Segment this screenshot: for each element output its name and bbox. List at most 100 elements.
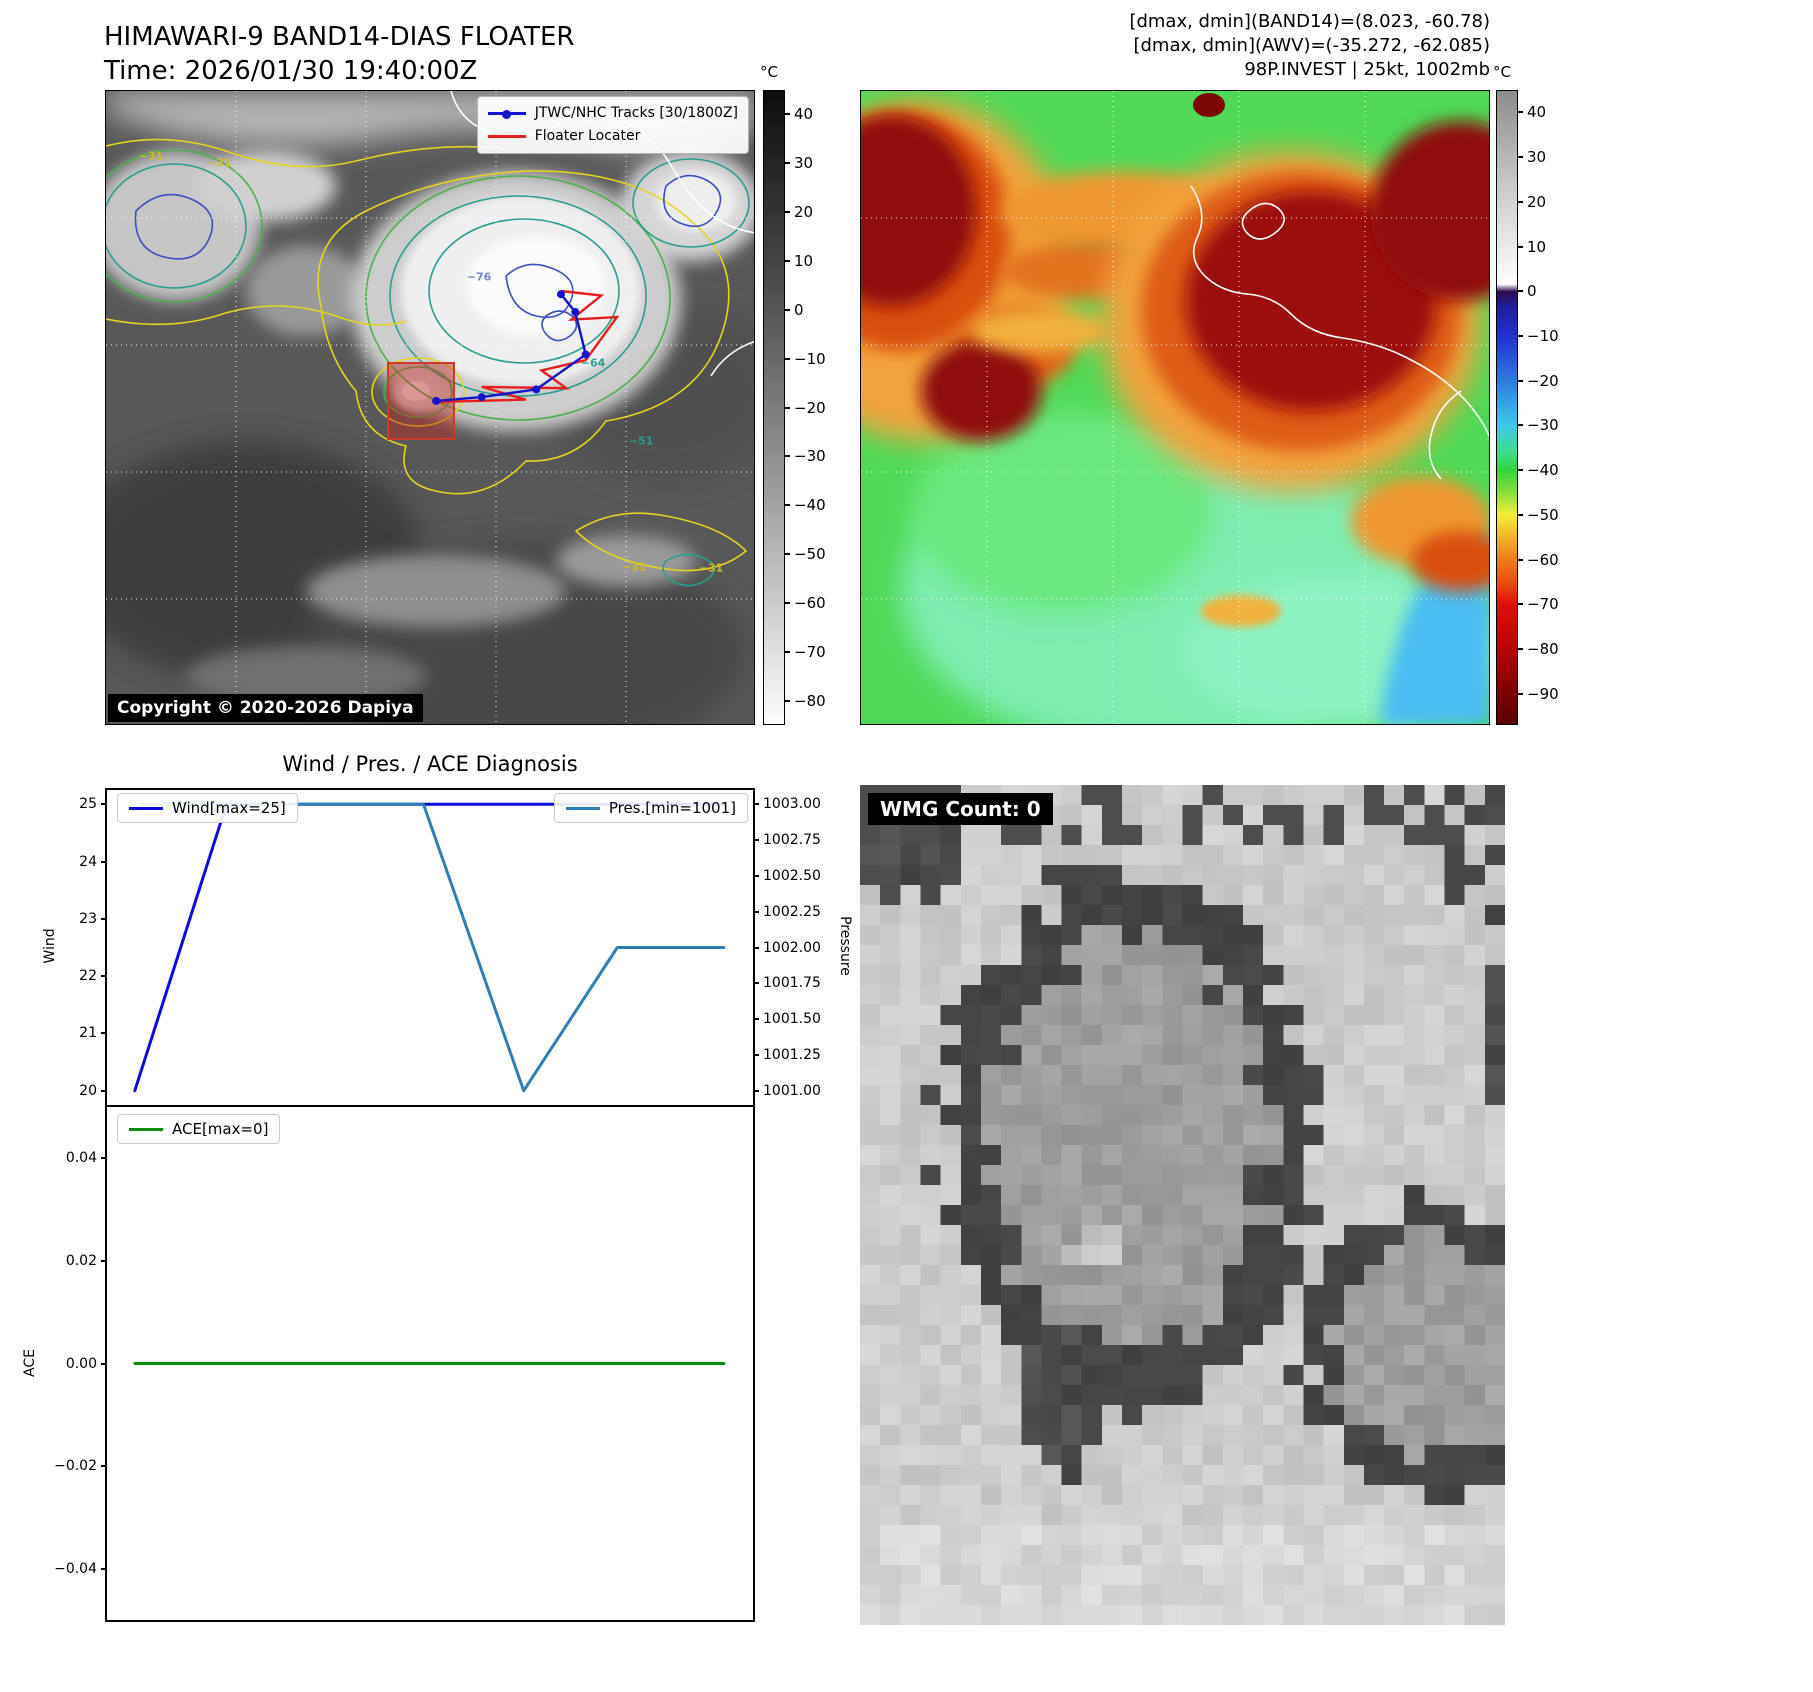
map-legend: JTWC/NHC Tracks [30/1800Z] Floater Locat… <box>476 96 749 154</box>
storm-tracks <box>432 289 620 405</box>
pressure-line-icon <box>565 806 600 810</box>
jtwc-track-marker-icon <box>501 109 511 119</box>
colorbar-tick-label: −80 <box>794 691 826 710</box>
left-map-grid <box>106 91 754 724</box>
colorbar-tick-mark <box>785 113 790 116</box>
wmg-count-badge: WMG Count: 0 <box>868 793 1053 825</box>
info-line-band14: [dmax, dmin](BAND14)=(8.023, -60.78) <box>1129 11 1490 32</box>
contour-label: −31 <box>206 156 232 170</box>
info-line-invest: 98P.INVEST | 25kt, 1002mb <box>1244 59 1490 80</box>
ace-lines <box>133 1362 726 1365</box>
axis-tick-mark <box>753 874 759 877</box>
colorbar-tick-mark <box>785 699 790 702</box>
jtwc-track-line-icon <box>487 109 526 119</box>
chart-title: Wind / Pres. / ACE Diagnosis <box>282 752 578 776</box>
axis-tick-label: 1002.25 <box>763 903 821 920</box>
legend-row-floater: Floater Locater <box>487 125 738 148</box>
axis-tick-mark <box>101 803 107 806</box>
colorbar-tick-mark <box>1518 513 1523 516</box>
pressure-axis-label: Pressure <box>837 916 853 976</box>
colorbar-tick-mark <box>785 162 790 165</box>
page-title: HIMAWARI-9 BAND14-DIAS FLOATER <box>104 22 575 52</box>
colorbar-tick-label: −40 <box>1527 461 1559 480</box>
colorbar-tick-label: −90 <box>1527 684 1559 703</box>
legend-label-jtwc: JTWC/NHC Tracks [30/1800Z] <box>534 105 738 121</box>
axis-tick-label: 0.00 <box>65 1355 97 1372</box>
wind-pressure-lines <box>133 802 726 1093</box>
axis-tick-mark <box>101 1157 107 1160</box>
colorbar-tick-label: 10 <box>1527 237 1547 256</box>
axis-tick-label: 1003.00 <box>763 796 821 813</box>
wind-pressure-plot: 20 21 22 23 24 25 1001.00 1001.25 1001.50 1001.75… <box>79 788 821 1105</box>
axis-tick-label: 1001.25 <box>763 1046 821 1063</box>
axis-tick-label: −0.02 <box>54 1458 97 1475</box>
colorbar-tick-label: −70 <box>1527 595 1559 614</box>
axis-tick-label: 22 <box>79 968 97 985</box>
axis-tick-mark <box>753 1089 759 1092</box>
ace-plot: 0.04 0.02 0.00 −0.02 −0.04 <box>54 1105 755 1622</box>
axis-tick-label: 1002.75 <box>763 832 821 849</box>
axis-tick-label: 1001.75 <box>763 975 821 992</box>
colorbar-tick-mark <box>1518 245 1523 248</box>
colorbar-tick-mark <box>785 650 790 653</box>
axis-tick-label: 24 <box>79 853 97 870</box>
legend-row-jtwc: JTWC/NHC Tracks [30/1800Z] <box>487 102 738 125</box>
colorbar-tick-mark <box>785 601 790 604</box>
colorbar-tick-label: −60 <box>794 593 826 612</box>
colorbar-tick-mark <box>1518 603 1523 606</box>
colorbar-tick-label: −40 <box>794 496 826 515</box>
axis-tick-label: 1001.50 <box>763 1011 821 1028</box>
wind-axis-label: Wind <box>42 928 58 964</box>
axis-tick-mark <box>101 1465 107 1468</box>
colorbar-tick-mark <box>1518 424 1523 427</box>
colorbar-tick-mark <box>1518 200 1523 203</box>
colorbar-tick-label: −70 <box>794 642 826 661</box>
colorbar-tick-label: 40 <box>794 105 814 124</box>
colorbar-tick-label: −50 <box>1527 505 1559 524</box>
axis-tick-label: 23 <box>79 910 97 927</box>
colorbar-tick-mark <box>785 357 790 360</box>
axis-tick-mark <box>753 982 759 985</box>
ace-axis-label: ACE <box>22 1349 38 1377</box>
colorbar-tick-label: −60 <box>1527 550 1559 569</box>
colorbar-tick-mark <box>785 308 790 311</box>
colorbar-tick-mark <box>1518 334 1523 337</box>
axis-tick-mark <box>753 1018 759 1021</box>
contour-label: −31 <box>698 561 724 575</box>
axis-tick-label: 0.02 <box>65 1252 97 1269</box>
axis-tick-mark <box>101 860 107 863</box>
colorbar-tick-label: 40 <box>1527 103 1547 122</box>
colorbar-tick-label: 20 <box>794 203 814 222</box>
colorbar-tick-label: 30 <box>794 154 814 173</box>
colorbar-left: °C 40 30 20 10 0 −10 −20 −30 −40 −50 −60 −70 −80 <box>760 63 826 725</box>
colorbar-tick-mark <box>785 455 790 458</box>
colorbar-tick-label: −30 <box>1527 416 1559 435</box>
right-map-grid <box>861 91 1489 724</box>
axis-tick-mark <box>101 917 107 920</box>
colorbar-tick-label: −20 <box>794 398 826 417</box>
header-block: HIMAWARI-9 BAND14-DIAS FLOATER Time: 202… <box>104 20 574 88</box>
axis-tick-mark <box>753 910 759 913</box>
copyright-badge: Copyright © 2020-2026 Dapiya <box>108 694 423 722</box>
axis-tick-label: 1002.00 <box>763 939 821 956</box>
axis-tick-mark <box>101 1567 107 1570</box>
axis-tick-mark <box>753 803 759 806</box>
wind-line-icon <box>129 806 163 810</box>
axis-tick-mark <box>753 1053 759 1056</box>
colorbar-tick-label: 10 <box>794 251 814 270</box>
colorbar-right-gradient <box>1496 90 1518 725</box>
axis-tick-label: 20 <box>79 1082 97 1099</box>
right-satellite-map: 12°S14°S16°S18°S20°S130°E132°E134°E136°E… <box>860 90 1490 725</box>
contour-label: −64 <box>580 356 606 370</box>
colorbar-tick-label: −30 <box>794 447 826 466</box>
colorbar-tick-mark <box>785 406 790 409</box>
colorbar-tick-mark <box>785 553 790 556</box>
wmg-pixel-map: WMG Count: 0 <box>860 785 1505 1625</box>
colorbar-tick-label: −10 <box>1527 326 1559 345</box>
colorbar-tick-label: 30 <box>1527 148 1547 167</box>
pressure-legend: Pres.[min=1001] <box>553 793 748 823</box>
axis-tick-mark <box>101 1259 107 1262</box>
wind-legend: Wind[max=25] <box>117 793 298 823</box>
colorbar-tick-mark <box>785 259 790 262</box>
